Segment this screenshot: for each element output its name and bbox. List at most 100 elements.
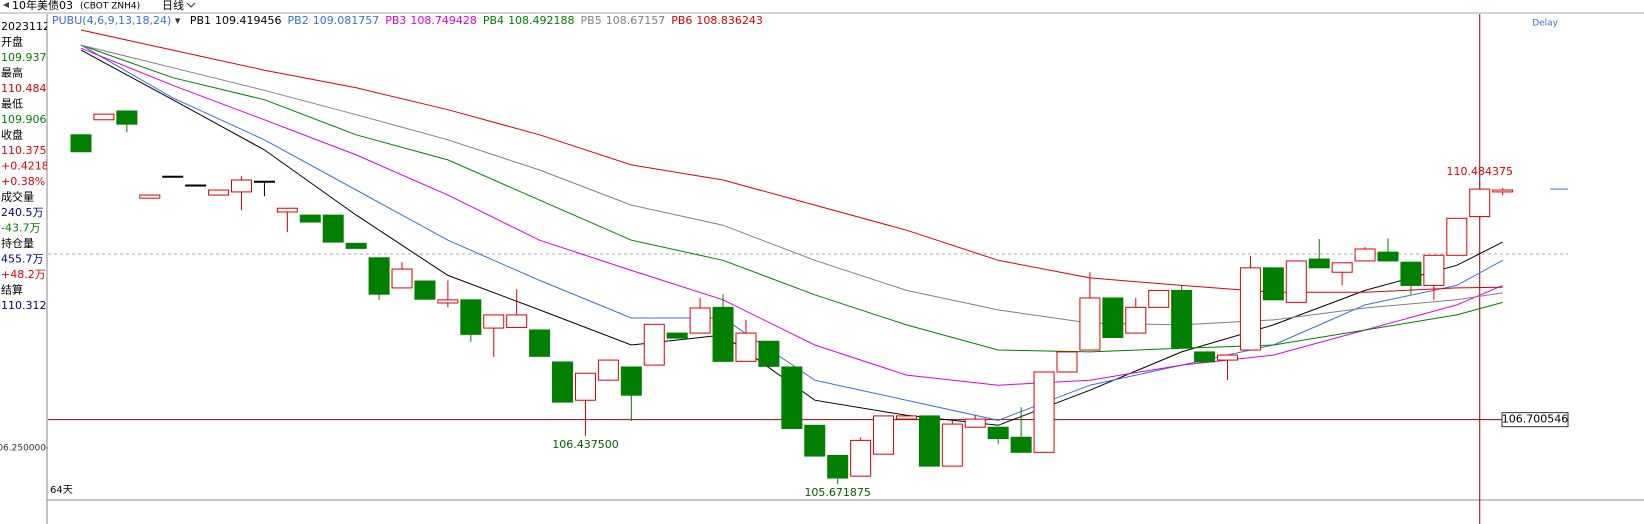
candle-body: [139, 194, 161, 199]
candle-body: [299, 214, 321, 223]
candle-body: [735, 332, 757, 362]
dropdown-arrow: ▾: [171, 14, 184, 27]
legend-name: PB5: [581, 14, 602, 27]
candle-body: [1148, 289, 1170, 308]
candle-body: [1079, 297, 1101, 351]
candle-body: [941, 423, 963, 467]
candle-body: [1194, 351, 1216, 363]
candle-body: [781, 366, 803, 429]
instrument-code: (CBOT ZNH4): [80, 2, 140, 12]
candle-body: [804, 424, 826, 457]
candle-body: [185, 184, 207, 187]
sidebar-item: 455.7万: [1, 253, 44, 266]
candle-body: [1400, 261, 1422, 286]
candle-body: [597, 359, 619, 381]
sidebar-item: 110.3125: [1, 299, 54, 312]
candle-body: [345, 242, 367, 249]
candle-body: [1102, 297, 1124, 338]
instrument-title: 10年美债03: [12, 0, 73, 12]
legend-value: 108.749428: [410, 14, 476, 27]
sidebar-item: -43.7万: [1, 222, 40, 235]
candle-body: [483, 314, 505, 329]
sidebar-item: 开盘: [1, 35, 23, 49]
candle-body: [1469, 188, 1491, 218]
indicator-line: [80, 44, 1503, 421]
period[interactable]: 日线: [162, 0, 184, 12]
candle-body: [1010, 436, 1032, 453]
legend-name: PB2: [288, 14, 309, 27]
legend-name: PB3: [385, 14, 406, 27]
candle-body: [552, 361, 574, 403]
candle-body: [276, 207, 298, 213]
sidebar-item: 20231129: [1, 20, 57, 33]
sidebar-item: 240.5万: [1, 206, 44, 219]
indicator-line: [80, 44, 1503, 353]
price-annotation: 106.437500: [552, 438, 618, 451]
candle-body: [162, 175, 184, 178]
legend-value: 108.67157: [606, 14, 666, 27]
candle-body: [987, 426, 1009, 440]
legend-value: 108.836243: [696, 14, 762, 27]
candle-body: [873, 415, 895, 455]
candle-body: [850, 439, 872, 477]
sidebar-item: 持仓量: [1, 236, 34, 250]
sidebar-item: 最高: [1, 66, 23, 80]
indicator-legend: PUBU(4,6,9,13,18,24) ▾ PB1 109.419456 PB2 1…: [52, 14, 763, 27]
candle-body: [391, 268, 413, 289]
candle-body: [414, 280, 436, 300]
dropdown-arrow[interactable]: [186, 2, 196, 8]
sidebar-item: 成交量: [1, 190, 34, 204]
sidebar: 20231129 开盘 109.9375 最高 110.4843 最低 109.9062 收盘…: [0, 20, 57, 453]
crosshair-label-box: [1501, 412, 1569, 428]
candle-body: [895, 415, 917, 420]
sidebar-item: 109.9062: [1, 113, 54, 126]
candle-body: [437, 299, 459, 304]
candle-body: [1423, 254, 1445, 286]
candle-body: [460, 299, 482, 335]
indicator-line: [80, 47, 1503, 386]
candle-body: [1056, 351, 1078, 373]
candle-body: [116, 110, 138, 125]
sidebar-item: 收盘: [1, 128, 23, 142]
candle-body: [1446, 217, 1468, 256]
legend-name: PB1: [190, 14, 211, 27]
candle-body: [322, 214, 344, 243]
legend-value: 108.492188: [508, 14, 574, 27]
candle-body: [918, 415, 940, 467]
back-icon[interactable]: [3, 2, 9, 8]
candle-body: [1262, 267, 1284, 301]
candle-body: [1033, 371, 1055, 453]
sidebar-item: 结算: [1, 283, 23, 297]
indicator-name: PUBU(4,6,9,13,18,24): [52, 14, 171, 27]
crosshair-label: 106.700546: [1502, 413, 1568, 426]
days-label: 64天: [50, 485, 73, 496]
candle-body: [1308, 258, 1330, 269]
candle-body: [208, 189, 230, 196]
sidebar-item: +0.4218: [1, 160, 49, 173]
sidebar-item: +48.2万: [1, 268, 46, 281]
delay-label: Delay: [1532, 19, 1558, 29]
legend-value: 109.419456: [215, 14, 281, 27]
candle-body: [689, 307, 711, 334]
candle-body: [70, 134, 92, 153]
indicator-line: [80, 44, 1503, 326]
legend-value: 109.081757: [313, 14, 379, 27]
candle-body: [253, 180, 275, 183]
candle-body: [506, 314, 528, 328]
candle-body: [1331, 262, 1353, 273]
candle-body: [1377, 251, 1399, 262]
price-annotation: 105.671875: [804, 486, 870, 499]
candle-body: [574, 372, 596, 401]
candle-body: [368, 257, 390, 295]
candle-body: [93, 113, 115, 121]
candle-body: [1492, 189, 1514, 193]
candle-body: [758, 340, 780, 367]
sidebar-item: 110.3750: [1, 144, 54, 157]
candle-body: [1354, 248, 1376, 262]
candle-body: [666, 332, 688, 339]
candle-body: [827, 454, 849, 479]
legend-name: PB4: [483, 14, 504, 27]
sidebar-item: +0.38%: [1, 175, 45, 188]
candle-body: [712, 306, 734, 362]
